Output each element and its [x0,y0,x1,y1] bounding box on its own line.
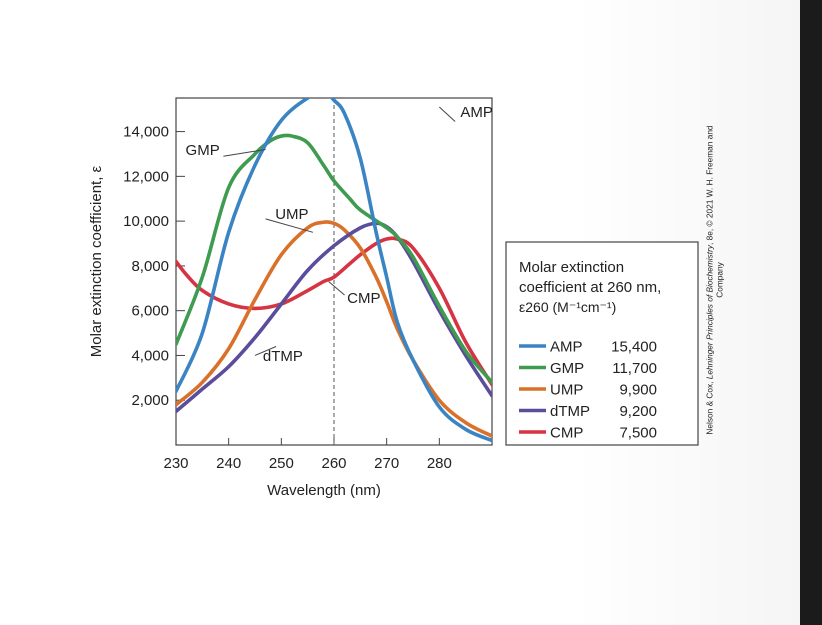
credit-suffix: , 8e, © 2021 W. H. Freeman and [704,125,715,246]
curve-label-gmp: GMP [186,142,220,159]
curve-label-amp: AMP [460,104,493,121]
credit-line-2: Company [715,262,725,298]
curve-label-leader-gmp [223,148,266,157]
x-tick-label: 250 [269,455,294,472]
series-line-amp [176,98,492,443]
series-line-cmp [176,236,492,387]
legend-value-amp: 15,400 [611,339,657,356]
legend-unit-line: ε260 (M⁻¹cm⁻¹) [519,299,616,315]
series-line-dtmp [176,221,492,414]
y-tick-label: 8,000 [131,258,169,275]
x-tick-label: 280 [427,455,452,472]
legend-name-ump: UMP [550,382,583,399]
copyright-credit: Nelson & Cox, Lehninger Principles of Bi… [705,80,726,480]
credit-line-1: Nelson & Cox, Lehninger Principles of Bi… [705,80,715,480]
series-line-gmp [176,133,492,385]
curve-label-leader-cmp [328,281,345,296]
x-axis-title: Wavelength (nm) [267,482,381,499]
legend-value-dtmp: 9,200 [619,403,657,420]
curve-label-cmp: CMP [347,290,380,307]
curve-label-leader-dtmp [254,346,277,356]
curve-label-leader-amp [438,106,456,122]
y-tick-label: 6,000 [131,303,169,320]
y-tick-label: 4,000 [131,347,169,364]
y-tick-label: 2,000 [131,392,169,409]
x-tick-label: 240 [216,455,241,472]
y-tick-label: 12,000 [123,168,169,185]
legend-title-line: Molar extinction [519,259,624,276]
legend-value-gmp: 11,700 [612,360,657,377]
x-tick-label: 260 [321,455,346,472]
curve-label-leader-ump [265,218,314,233]
y-tick-label: 14,000 [123,124,169,141]
legend-value-ump: 9,900 [619,382,657,399]
y-tick-label: 10,000 [123,213,169,230]
credit-prefix: Nelson & Cox, [704,379,715,435]
slide-edge-bar [800,0,822,625]
x-tick-label: 230 [163,455,188,472]
curve-label-dtmp: dTMP [263,348,303,365]
legend-name-gmp: GMP [550,360,584,377]
legend-value-cmp: 7,500 [619,425,657,442]
legend-name-dtmp: dTMP [550,403,590,420]
curve-label-ump: UMP [275,206,308,223]
x-tick-label: 270 [374,455,399,472]
credit-book-title: Lehninger Principles of Biochemistry [704,245,715,380]
y-axis-title: Molar extinction coefficient, ε [88,165,105,357]
legend-name-amp: AMP [550,339,583,356]
absorbance-chart: 230 240 250 260 270 280 2,000 4,000 6,000 8,000 10… [88,97,699,499]
legend-name-cmp: CMP [550,425,583,442]
legend-title-line: coefficient at 260 nm, [519,279,661,296]
